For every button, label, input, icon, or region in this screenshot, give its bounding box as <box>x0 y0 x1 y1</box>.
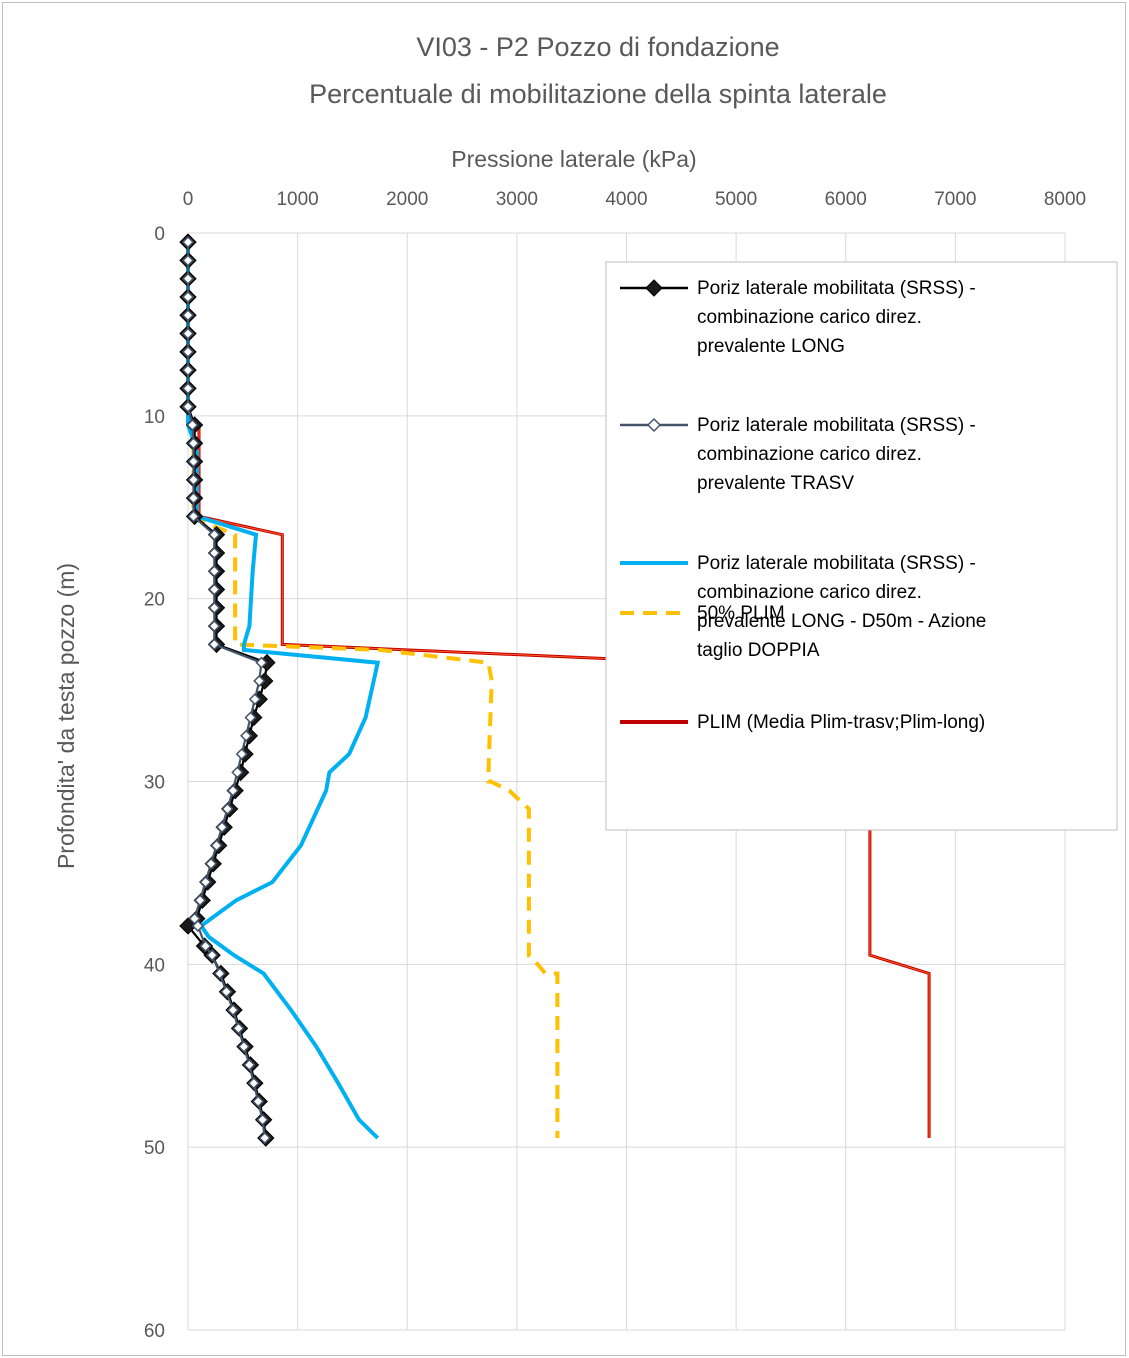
legend-marker-1 <box>646 417 662 433</box>
series-1-point-45 <box>237 1040 250 1053</box>
x-tick-label-8: 8000 <box>1044 189 1086 210</box>
series-1-point-41 <box>213 967 226 980</box>
x-tick-label-1: 1000 <box>276 189 318 210</box>
series-1-point-7 <box>181 364 195 377</box>
series-1-point-19 <box>208 583 221 596</box>
series-1-point-20 <box>208 601 221 614</box>
series-1-point-39 <box>199 939 212 953</box>
series-1-point-15 <box>187 510 200 523</box>
x-tick-label-4: 4000 <box>605 189 647 210</box>
legend-label-1: Poriz laterale mobilitata (SRSS) -combin… <box>697 415 976 494</box>
series-1-point-21 <box>208 620 221 633</box>
series-1-point-1 <box>181 254 195 267</box>
x-tick-label-7: 7000 <box>934 189 976 210</box>
chart-title-line-1: VI03 - P2 Pozzo di fondazione <box>416 32 779 62</box>
series-1-point-2 <box>181 272 195 285</box>
series-1-point-17 <box>208 546 221 560</box>
series-1-point-18 <box>208 565 221 578</box>
series-1-point-16 <box>208 528 221 541</box>
legend-entry-3: 50% PLIM <box>620 603 785 624</box>
y-tick-label-1: 10 <box>144 407 165 428</box>
series-1-point-3 <box>181 290 195 304</box>
series-1-point-24 <box>253 674 266 688</box>
legend-marker-0 <box>645 279 663 297</box>
series-1-point-43 <box>226 1003 240 1017</box>
x-tick-label-6: 6000 <box>825 189 867 210</box>
legend-label-0: Poriz laterale mobilitata (SRSS) -combin… <box>697 278 976 357</box>
y-tick-label-2: 20 <box>144 590 165 611</box>
series-1-point-12 <box>187 455 200 468</box>
series-1-point-47 <box>247 1077 260 1090</box>
x-axis-title: Pressione laterale (kPa) <box>451 146 696 172</box>
series-1-point-9 <box>181 400 195 413</box>
series-2 <box>186 242 381 1140</box>
legend: Poriz laterale mobilitata (SRSS) -combin… <box>605 261 1118 831</box>
legend-label-3: 50% PLIM <box>697 603 785 624</box>
series-1-point-23 <box>255 656 268 669</box>
legend-label-4: PLIM (Media Plim-trasv;Plim-long) <box>697 712 985 733</box>
y-tick-label-3: 30 <box>144 773 165 794</box>
series-line-1 <box>186 242 266 1139</box>
legend-entry-0: Poriz laterale mobilitata (SRSS) -combin… <box>620 278 976 357</box>
y-axis-title: Profondita' da testa pozzo (m) <box>53 563 79 869</box>
series-1-point-26 <box>244 711 257 724</box>
series-1-point-31 <box>221 802 234 815</box>
series-1-point-5 <box>181 327 195 340</box>
x-tick-label-2: 2000 <box>386 189 428 210</box>
series-1-point-48 <box>252 1095 265 1108</box>
y-tick-label-6: 60 <box>144 1321 165 1342</box>
legend-label-2: Poriz laterale mobilitata (SRSS) -combin… <box>697 553 986 661</box>
series-1-point-36 <box>193 894 207 907</box>
legend-entry-1: Poriz laterale mobilitata (SRSS) -combin… <box>620 415 976 494</box>
series-1-point-27 <box>240 729 253 742</box>
series-1-point-0 <box>181 236 195 249</box>
legend-entry-2: Poriz laterale mobilitata (SRSS) -combin… <box>620 553 986 661</box>
series-1-point-6 <box>181 345 195 358</box>
series-1-point-50 <box>258 1131 271 1145</box>
y-tick-label-5: 50 <box>144 1138 165 1159</box>
series-1-point-44 <box>232 1022 245 1035</box>
series-1-point-34 <box>204 857 218 870</box>
legend-entry-4: PLIM (Media Plim-trasv;Plim-long) <box>620 712 985 733</box>
series-1-point-13 <box>187 473 200 486</box>
series-1-point-38 <box>191 919 204 932</box>
x-tick-label-0: 0 <box>183 189 194 210</box>
series-0 <box>179 233 276 1147</box>
series-line-0 <box>186 242 269 1139</box>
series-1-point-32 <box>215 821 229 834</box>
series-1-point-8 <box>181 382 195 395</box>
series-1-point-14 <box>187 492 200 505</box>
series-1-point-11 <box>187 437 200 450</box>
series-1-point-35 <box>199 875 212 889</box>
chart-title-line-2: Percentuale di mobilitazione della spint… <box>309 79 887 109</box>
series-1-point-42 <box>220 985 233 998</box>
series-1-point-28 <box>235 748 248 761</box>
series-1-point-29 <box>231 766 244 779</box>
series-1-point-10 <box>186 418 199 432</box>
series-1-point-4 <box>181 309 195 322</box>
x-tick-label-3: 3000 <box>496 189 538 210</box>
series-1-point-46 <box>243 1058 256 1071</box>
series-1-point-30 <box>226 784 240 797</box>
series-1-point-22 <box>208 638 221 651</box>
series-1-point-25 <box>248 693 261 706</box>
axis-ticks: 0 1000 2000 3000 4000 5000 6000 7000 8000 0 10 20 30… <box>144 189 1086 1342</box>
series-1 <box>181 236 271 1145</box>
series-1-point-40 <box>206 949 219 962</box>
x-tick-label-5: 5000 <box>715 189 757 210</box>
series-1-point-33 <box>210 839 223 852</box>
legend-box <box>605 261 1118 831</box>
series-1-point-49 <box>256 1113 269 1126</box>
y-tick-label-4: 40 <box>144 955 165 976</box>
series-line-2 <box>186 242 381 1140</box>
y-tick-label-0: 0 <box>154 224 165 245</box>
